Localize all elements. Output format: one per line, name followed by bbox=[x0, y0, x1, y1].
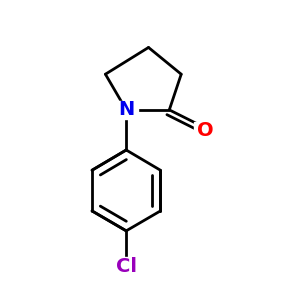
Text: Cl: Cl bbox=[116, 257, 137, 276]
Text: N: N bbox=[118, 100, 134, 119]
Bar bbox=[115, 101, 137, 119]
Bar bbox=[115, 257, 137, 275]
Text: O: O bbox=[197, 121, 213, 140]
Bar bbox=[194, 122, 216, 140]
